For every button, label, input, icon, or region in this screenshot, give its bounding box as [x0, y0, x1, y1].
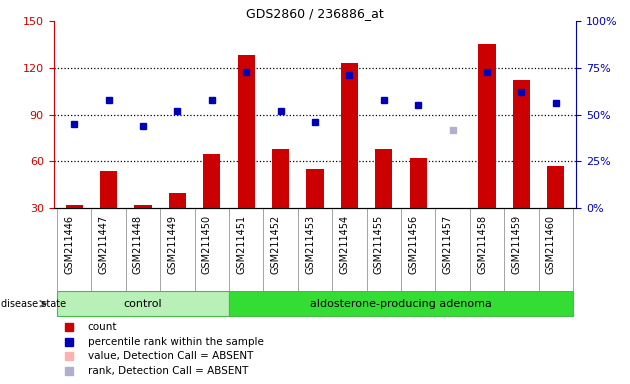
Text: GSM211457: GSM211457: [443, 215, 452, 274]
Text: GSM211456: GSM211456: [408, 215, 418, 274]
Text: GSM211460: GSM211460: [546, 215, 556, 274]
Bar: [229, 291, 573, 316]
Text: GSM211453: GSM211453: [305, 215, 315, 274]
Text: value, Detection Call = ABSENT: value, Detection Call = ABSENT: [88, 351, 253, 361]
Text: count: count: [88, 322, 117, 332]
Bar: [100, 171, 117, 208]
Bar: [66, 205, 83, 208]
Text: percentile rank within the sample: percentile rank within the sample: [88, 337, 263, 347]
Bar: [57, 291, 229, 316]
Text: aldosterone-producing adenoma: aldosterone-producing adenoma: [310, 299, 492, 309]
Bar: [449, 208, 457, 239]
Bar: [272, 149, 289, 208]
Bar: [513, 80, 530, 208]
Text: control: control: [123, 299, 163, 309]
Title: GDS2860 / 236886_at: GDS2860 / 236886_at: [246, 7, 384, 20]
Text: GSM211458: GSM211458: [477, 215, 487, 274]
Text: disease state: disease state: [1, 299, 66, 309]
Bar: [547, 166, 564, 208]
Bar: [238, 55, 255, 208]
Bar: [306, 169, 324, 208]
Text: GSM211450: GSM211450: [202, 215, 212, 274]
Text: GSM211459: GSM211459: [512, 215, 522, 274]
Text: GSM211451: GSM211451: [236, 215, 246, 274]
Text: GSM211452: GSM211452: [271, 215, 280, 274]
Text: GSM211455: GSM211455: [374, 215, 384, 274]
Text: GSM211449: GSM211449: [168, 215, 178, 274]
Text: GSM211448: GSM211448: [133, 215, 143, 274]
Text: GSM211446: GSM211446: [64, 215, 74, 274]
Bar: [134, 205, 152, 208]
Text: GSM211454: GSM211454: [340, 215, 350, 274]
Bar: [341, 63, 358, 208]
Bar: [169, 192, 186, 208]
Text: GSM211447: GSM211447: [98, 215, 108, 274]
Bar: [375, 149, 392, 208]
Bar: [203, 154, 220, 208]
Bar: [478, 45, 496, 208]
Text: rank, Detection Call = ABSENT: rank, Detection Call = ABSENT: [88, 366, 248, 376]
Bar: [410, 158, 427, 208]
